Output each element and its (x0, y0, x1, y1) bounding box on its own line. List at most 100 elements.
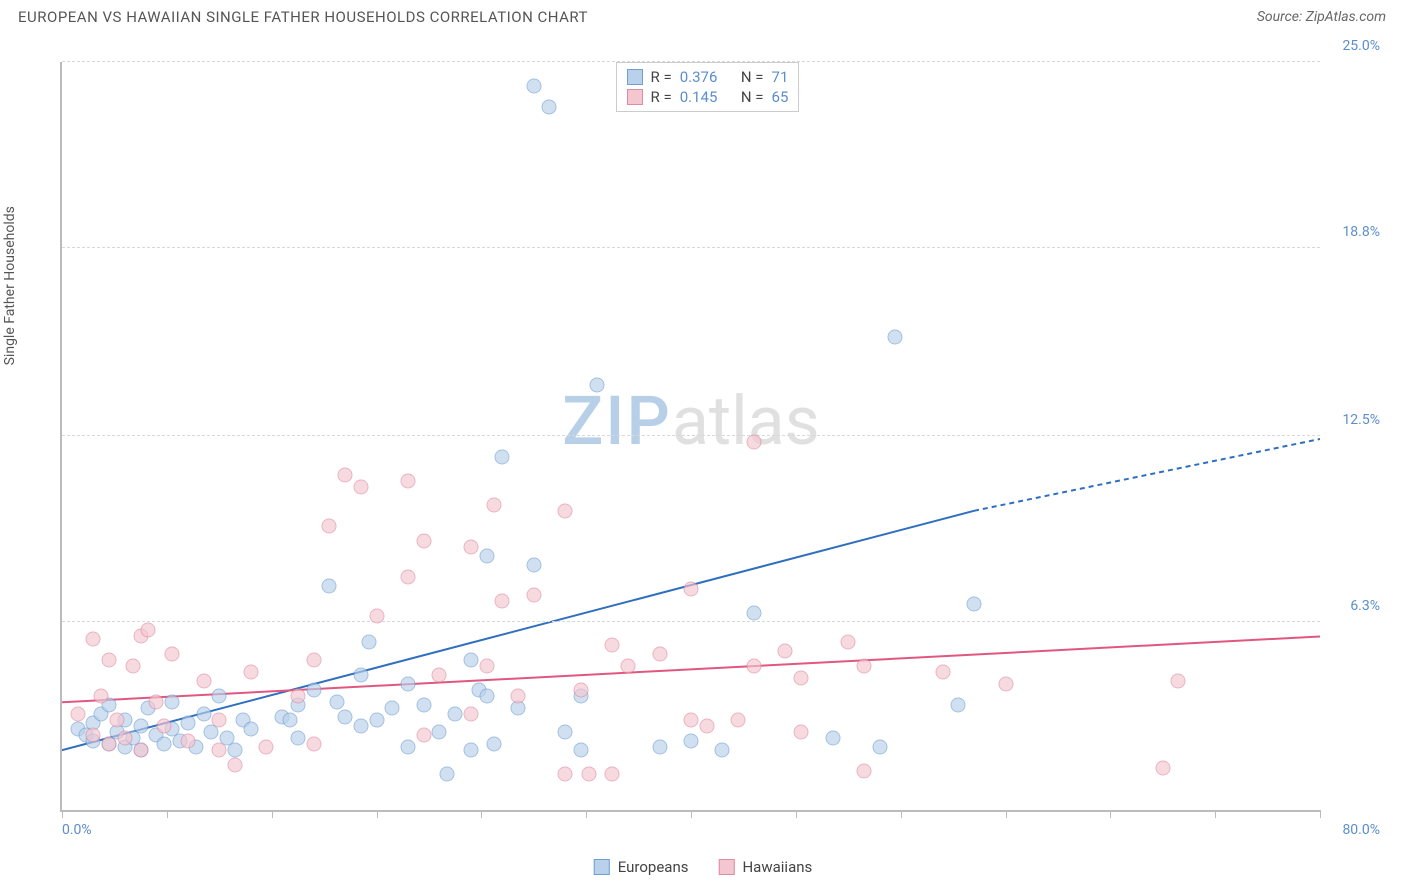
data-point (440, 767, 455, 782)
data-point (400, 740, 415, 755)
data-point (856, 659, 871, 674)
data-point (94, 689, 109, 704)
data-point (652, 647, 667, 662)
x-tick (481, 810, 482, 818)
swatch-europeans (627, 69, 643, 85)
gridline (62, 435, 1320, 436)
x-tick (272, 810, 273, 818)
x-tick (1006, 810, 1007, 818)
data-point (322, 578, 337, 593)
y-tick-label: 12.5% (1342, 412, 1380, 428)
data-point (872, 740, 887, 755)
data-point (290, 731, 305, 746)
data-point (746, 659, 761, 674)
data-point (888, 330, 903, 345)
y-axis-label: Single Father Households (2, 206, 18, 365)
n-value-europeans: 71 (772, 68, 789, 86)
x-tick (1215, 810, 1216, 818)
data-point (605, 767, 620, 782)
data-point (463, 539, 478, 554)
data-point (400, 473, 415, 488)
legend-item-europeans: Europeans (594, 858, 689, 876)
data-point (306, 683, 321, 698)
x-tick (167, 810, 168, 818)
data-point (526, 587, 541, 602)
data-point (432, 725, 447, 740)
data-point (125, 659, 140, 674)
data-point (110, 713, 125, 728)
data-point (495, 449, 510, 464)
data-point (558, 725, 573, 740)
data-point (117, 731, 132, 746)
data-point (157, 737, 172, 752)
data-point (935, 665, 950, 680)
data-point (573, 743, 588, 758)
data-point (212, 743, 227, 758)
data-point (479, 659, 494, 674)
data-point (463, 743, 478, 758)
data-point (416, 533, 431, 548)
data-point (369, 713, 384, 728)
data-point (432, 668, 447, 683)
data-point (322, 518, 337, 533)
gridline (62, 247, 1320, 248)
data-point (243, 665, 258, 680)
plot-area: ZIPatlas R = 0.376 N = 71 R = 0.145 N = … (60, 62, 1320, 812)
data-point (998, 677, 1013, 692)
data-point (951, 698, 966, 713)
data-point (558, 503, 573, 518)
x-axis-max-label: 80.0% (1342, 822, 1380, 838)
data-point (573, 683, 588, 698)
chart-container: Single Father Households ZIPatlas R = 0.… (18, 32, 1388, 842)
chart-title: EUROPEAN VS HAWAIIAN SINGLE FATHER HOUSE… (18, 8, 588, 26)
x-axis-min-label: 0.0% (62, 822, 92, 838)
data-point (856, 764, 871, 779)
x-tick (62, 810, 63, 818)
stats-row-hawaiians: R = 0.145 N = 65 (627, 87, 789, 107)
gridline (62, 61, 1320, 62)
data-point (227, 758, 242, 773)
data-point (227, 743, 242, 758)
data-point (511, 689, 526, 704)
data-point (243, 722, 258, 737)
data-point (652, 740, 667, 755)
x-tick (1110, 810, 1111, 818)
x-tick (901, 810, 902, 818)
data-point (196, 674, 211, 689)
data-point (70, 707, 85, 722)
data-point (102, 653, 117, 668)
x-tick (377, 810, 378, 818)
data-point (1155, 761, 1170, 776)
data-point (479, 689, 494, 704)
data-point (479, 548, 494, 563)
swatch-hawaiians-bottom (718, 859, 734, 875)
data-point (495, 593, 510, 608)
data-point (448, 707, 463, 722)
data-point (589, 378, 604, 393)
data-point (165, 647, 180, 662)
data-point (841, 635, 856, 650)
data-point (526, 557, 541, 572)
data-point (361, 635, 376, 650)
data-point (141, 623, 156, 638)
watermark: ZIPatlas (562, 381, 820, 461)
data-point (133, 743, 148, 758)
series-legend: Europeans Hawaiians (594, 858, 813, 876)
data-point (715, 743, 730, 758)
data-point (463, 707, 478, 722)
r-value-hawaiians: 0.145 (680, 88, 718, 106)
swatch-europeans-bottom (594, 859, 610, 875)
data-point (487, 497, 502, 512)
data-point (149, 695, 164, 710)
data-point (86, 728, 101, 743)
data-point (526, 78, 541, 93)
data-point (353, 719, 368, 734)
data-point (369, 608, 384, 623)
gridline (62, 621, 1320, 622)
data-point (1171, 674, 1186, 689)
data-point (581, 767, 596, 782)
data-point (290, 689, 305, 704)
data-point (487, 737, 502, 752)
data-point (605, 638, 620, 653)
data-point (353, 668, 368, 683)
